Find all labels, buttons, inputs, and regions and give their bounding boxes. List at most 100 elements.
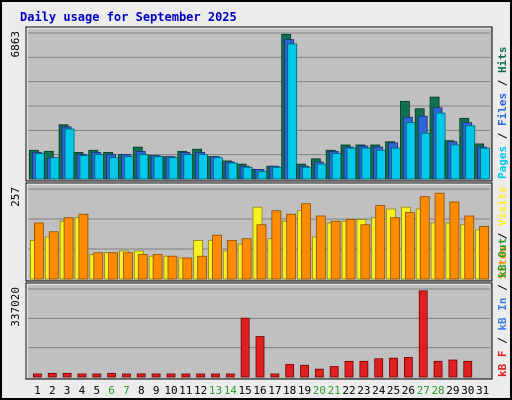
bar-sites-day-10 (167, 255, 178, 280)
bar-pages-day-26 (405, 122, 416, 180)
bar-pages-day-28 (435, 112, 446, 180)
chart-title: Daily usage for September 2025 (20, 10, 237, 24)
bar-kbf-day-23 (359, 360, 369, 378)
legend-item-kb_out: kB Out (496, 238, 509, 278)
legend-item-files: Files (496, 93, 509, 126)
bar-sites-day-7 (123, 252, 133, 280)
x-tick-label-day-9: 9 (153, 384, 160, 397)
x-tick-label-day-29: 29 (446, 384, 459, 397)
x-axis-labels: 1 2 3 4 5 6 7 8 9 10 11 12 13 14 15 16 17 18 19 20 21 22 23 24 2… (34, 384, 489, 397)
bar-pages-day-24 (376, 149, 387, 180)
bar-pages-day-3 (64, 128, 75, 180)
bar-pages-day-4 (79, 155, 90, 180)
bar-kbf-day-28 (433, 360, 443, 378)
bar-kbf-day-15 (240, 317, 250, 378)
y-tick-label: 337020 (9, 287, 22, 327)
legend-middle: Sites / Visits (496, 186, 509, 279)
bar-sites-day-8 (137, 254, 148, 280)
bar-sites-day-3 (63, 217, 74, 280)
panel-kbytes: 337020 kB F / kB In / kB Out (9, 238, 509, 380)
x-tick-label-day-16: 16 (253, 384, 266, 397)
bar-sites-day-14 (226, 240, 237, 280)
bar-pages-day-2 (49, 157, 60, 180)
bar-pages-day-14 (227, 162, 238, 180)
panel-hits-files-pages: 6863 Pages / Files / Hits (9, 26, 509, 182)
bar-kbf-day-19 (300, 364, 309, 378)
x-tick-label-day-7: 7 (123, 384, 130, 397)
bar-kbf-day-17 (270, 373, 280, 378)
x-tick-label-day-10: 10 (164, 384, 177, 397)
bar-sites-day-12 (197, 255, 208, 280)
bar-kbf-day-10 (166, 373, 176, 378)
x-tick-label-day-20: 20 (313, 384, 326, 397)
bar-sites-day-11 (182, 257, 193, 280)
bar-pages-day-29 (450, 144, 461, 180)
x-tick-label-day-2: 2 (49, 384, 56, 397)
x-tick-label-day-14: 14 (224, 384, 238, 397)
legend-top: Pages / Files / Hits (496, 47, 509, 180)
bar-pages-day-18 (287, 43, 298, 180)
bar-sites-day-30 (464, 215, 475, 280)
x-tick-label-day-30: 30 (461, 384, 474, 397)
bar-kbf-day-8 (136, 373, 146, 378)
bar-kbf-day-20 (314, 368, 324, 378)
bar-pages-day-9 (153, 156, 164, 180)
bar-sites-day-18 (286, 213, 297, 280)
x-tick-label-day-3: 3 (64, 384, 71, 397)
bar-kbf-day-7 (122, 373, 131, 378)
bar-sites-day-16 (256, 224, 267, 280)
bar-kbf-day-5 (92, 373, 102, 378)
bar-sites-day-22 (345, 219, 356, 280)
bar-pages-day-11 (183, 154, 194, 180)
bar-sites-day-31 (479, 226, 489, 280)
y-tick-label: 6863 (9, 31, 22, 58)
panel-sites-visits: 257 Sites / Visits (9, 182, 509, 282)
bar-kbf-day-12 (196, 373, 206, 378)
bar-pages-day-27 (420, 132, 431, 180)
bar-sites-day-5 (93, 252, 104, 280)
x-tick-label-day-22: 22 (342, 384, 355, 397)
x-tick-label-day-5: 5 (93, 384, 100, 397)
bar-sites-day-1 (34, 222, 44, 280)
bar-sites-day-2 (48, 231, 59, 280)
bar-pages-day-13 (213, 157, 223, 180)
bar-sites-day-13 (212, 234, 222, 280)
bar-pages-day-5 (94, 154, 105, 180)
bar-kbf-day-1 (33, 373, 42, 378)
bar-pages-day-10 (168, 157, 179, 180)
bar-kbf-day-29 (448, 359, 458, 378)
bar-pages-day-1 (35, 153, 45, 180)
bar-sites-day-28 (434, 192, 445, 280)
bar-pages-day-19 (302, 166, 312, 180)
bar-sites-day-23 (360, 224, 371, 280)
legend-separator: / (496, 126, 509, 146)
x-tick-label-day-25: 25 (387, 384, 400, 397)
bar-pages-day-31 (480, 147, 490, 180)
x-tick-label-day-24: 24 (372, 384, 386, 397)
bar-pages-day-22 (346, 147, 357, 180)
panel-background (25, 282, 493, 380)
legend-separator: / (496, 73, 509, 93)
bar-kbf-day-25 (389, 357, 398, 378)
bar-kbf-day-14 (225, 373, 235, 378)
x-tick-label-day-19: 19 (298, 384, 311, 397)
bar-sites-day-4 (78, 213, 89, 280)
bar-sites-day-25 (390, 217, 400, 280)
bar-kbf-day-4 (77, 373, 87, 378)
bar-kbf-day-18 (285, 364, 295, 378)
x-tick-label-day-28: 28 (431, 384, 444, 397)
bar-sites-day-26 (404, 212, 415, 280)
bar-kbf-day-24 (374, 358, 384, 378)
bar-sites-day-24 (375, 205, 386, 280)
bar-pages-day-16 (257, 171, 268, 180)
bar-sites-day-9 (152, 254, 163, 280)
x-tick-label-day-27: 27 (417, 384, 430, 397)
legend-separator: / (496, 226, 509, 246)
x-tick-label-day-4: 4 (79, 384, 86, 397)
legend-separator: / (496, 278, 509, 298)
bar-pages-day-15 (242, 166, 253, 180)
x-tick-label-day-23: 23 (357, 384, 370, 397)
legend-item-hits: Hits (496, 47, 509, 74)
x-tick-label-day-13: 13 (209, 384, 222, 397)
